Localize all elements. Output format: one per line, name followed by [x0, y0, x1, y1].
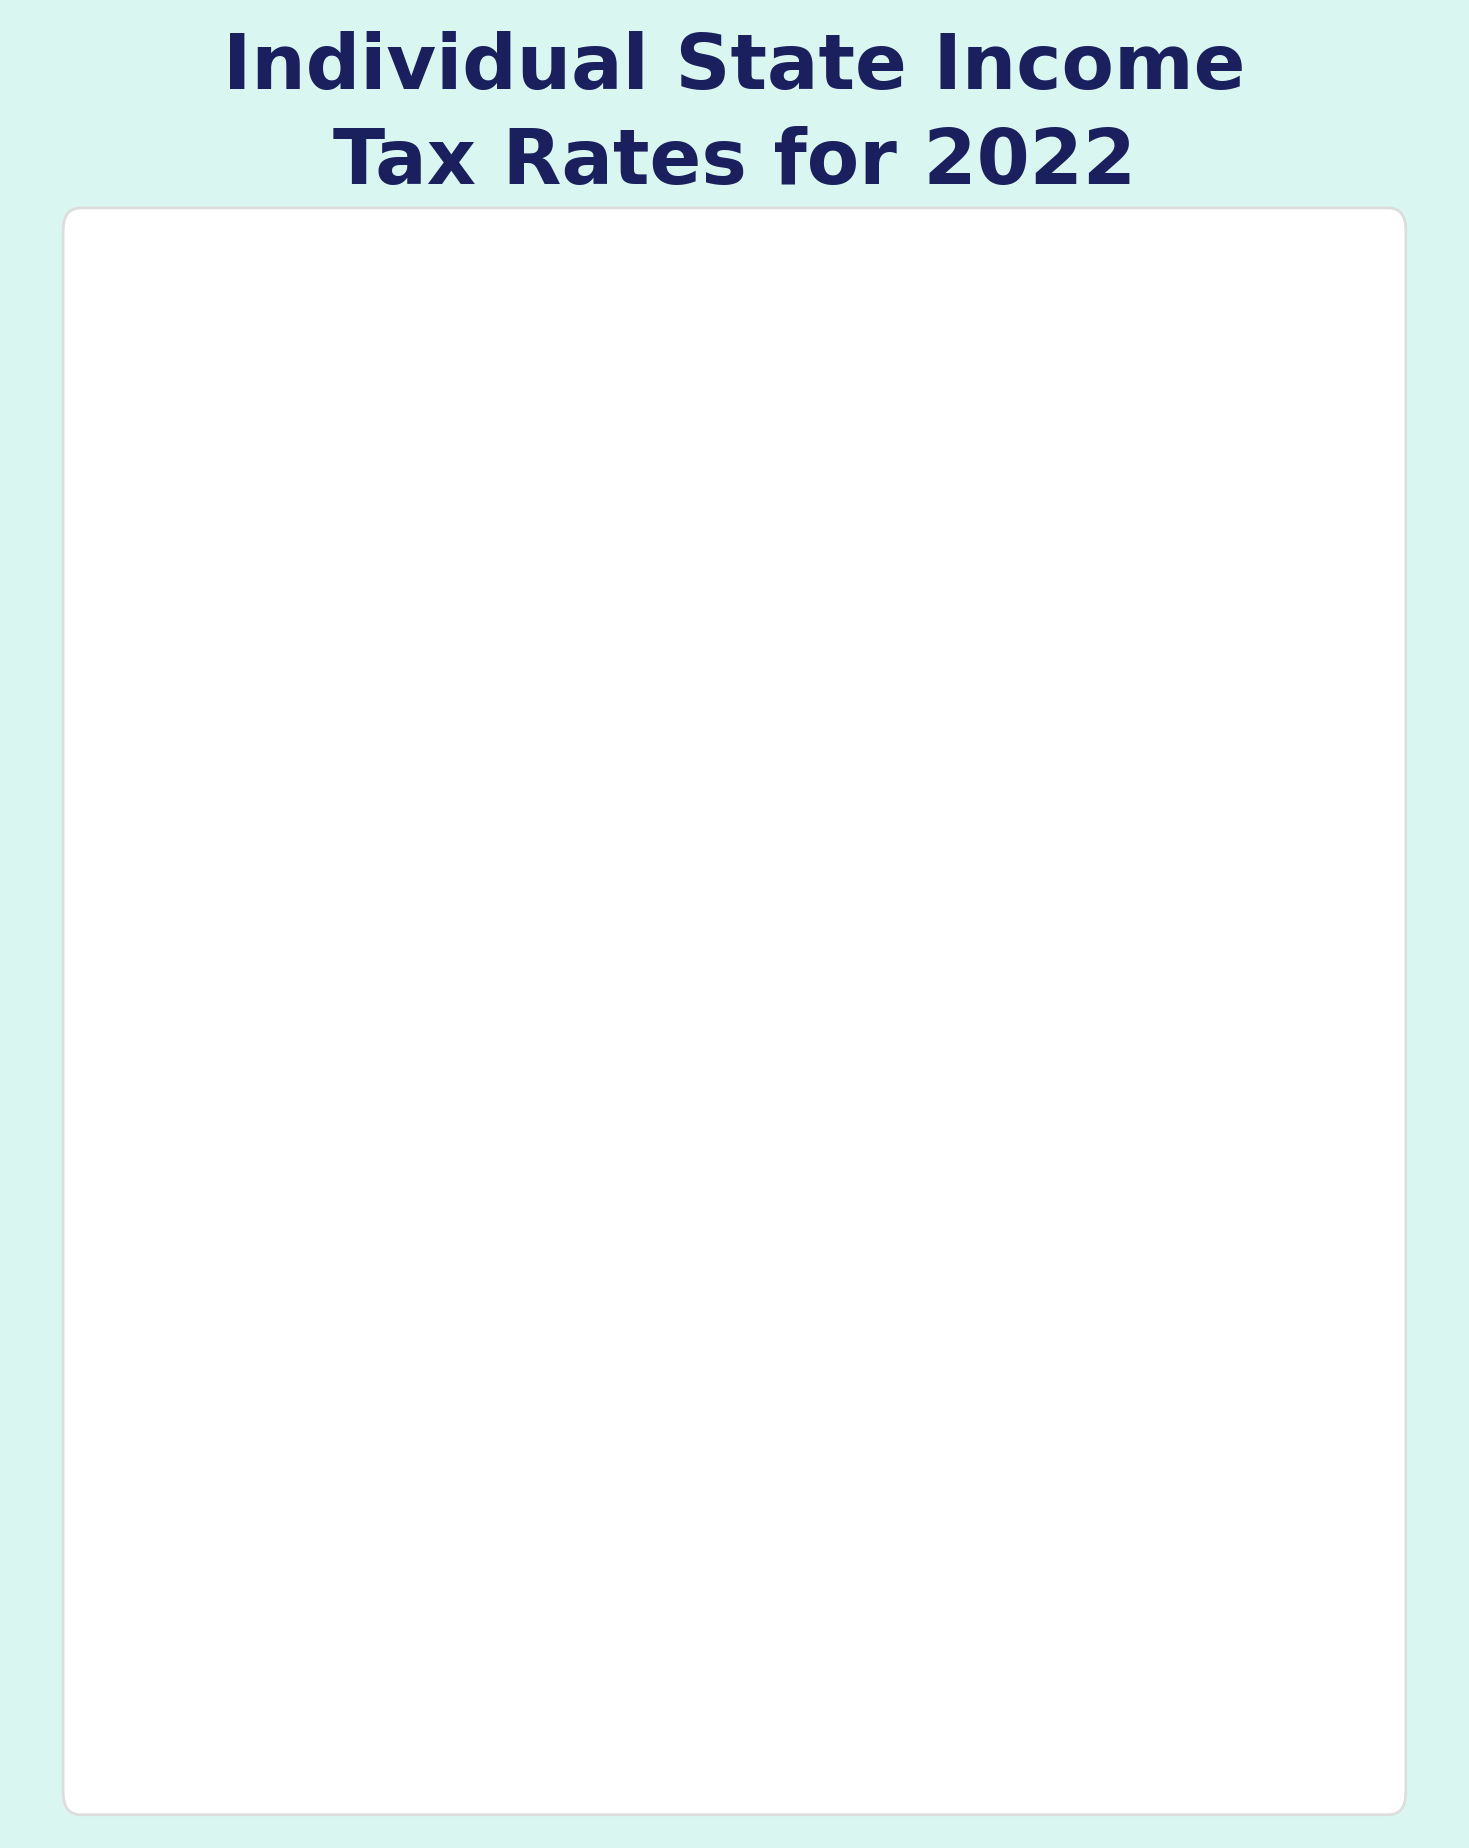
Text: NOTE:: NOTE:	[132, 1519, 216, 1541]
Text: Under 5%: Under 5%	[566, 377, 679, 399]
Text: Source:: Source:	[560, 1728, 661, 1750]
Ellipse shape	[1005, 233, 1072, 320]
Text: Over 8%: Over 8%	[989, 377, 1087, 399]
Text: No state
income tax: No state income tax	[351, 362, 479, 412]
Text: Individual State Income
Tax Rates for 2022: Individual State Income Tax Rates for 20…	[223, 31, 1246, 200]
Text: Tax Foundation: Tax Foundation	[692, 1728, 878, 1750]
Text: This map shows the top marginal rate and does not show
the effective tax rate or: This map shows the top marginal rate and…	[247, 1519, 1058, 1611]
Text: 5 - 8%: 5 - 8%	[793, 377, 867, 399]
Ellipse shape	[380, 233, 450, 320]
Ellipse shape	[589, 233, 657, 320]
Text: Map error:
No module named 'cartopy': Map error: No module named 'cartopy'	[642, 922, 834, 954]
Ellipse shape	[796, 233, 864, 320]
